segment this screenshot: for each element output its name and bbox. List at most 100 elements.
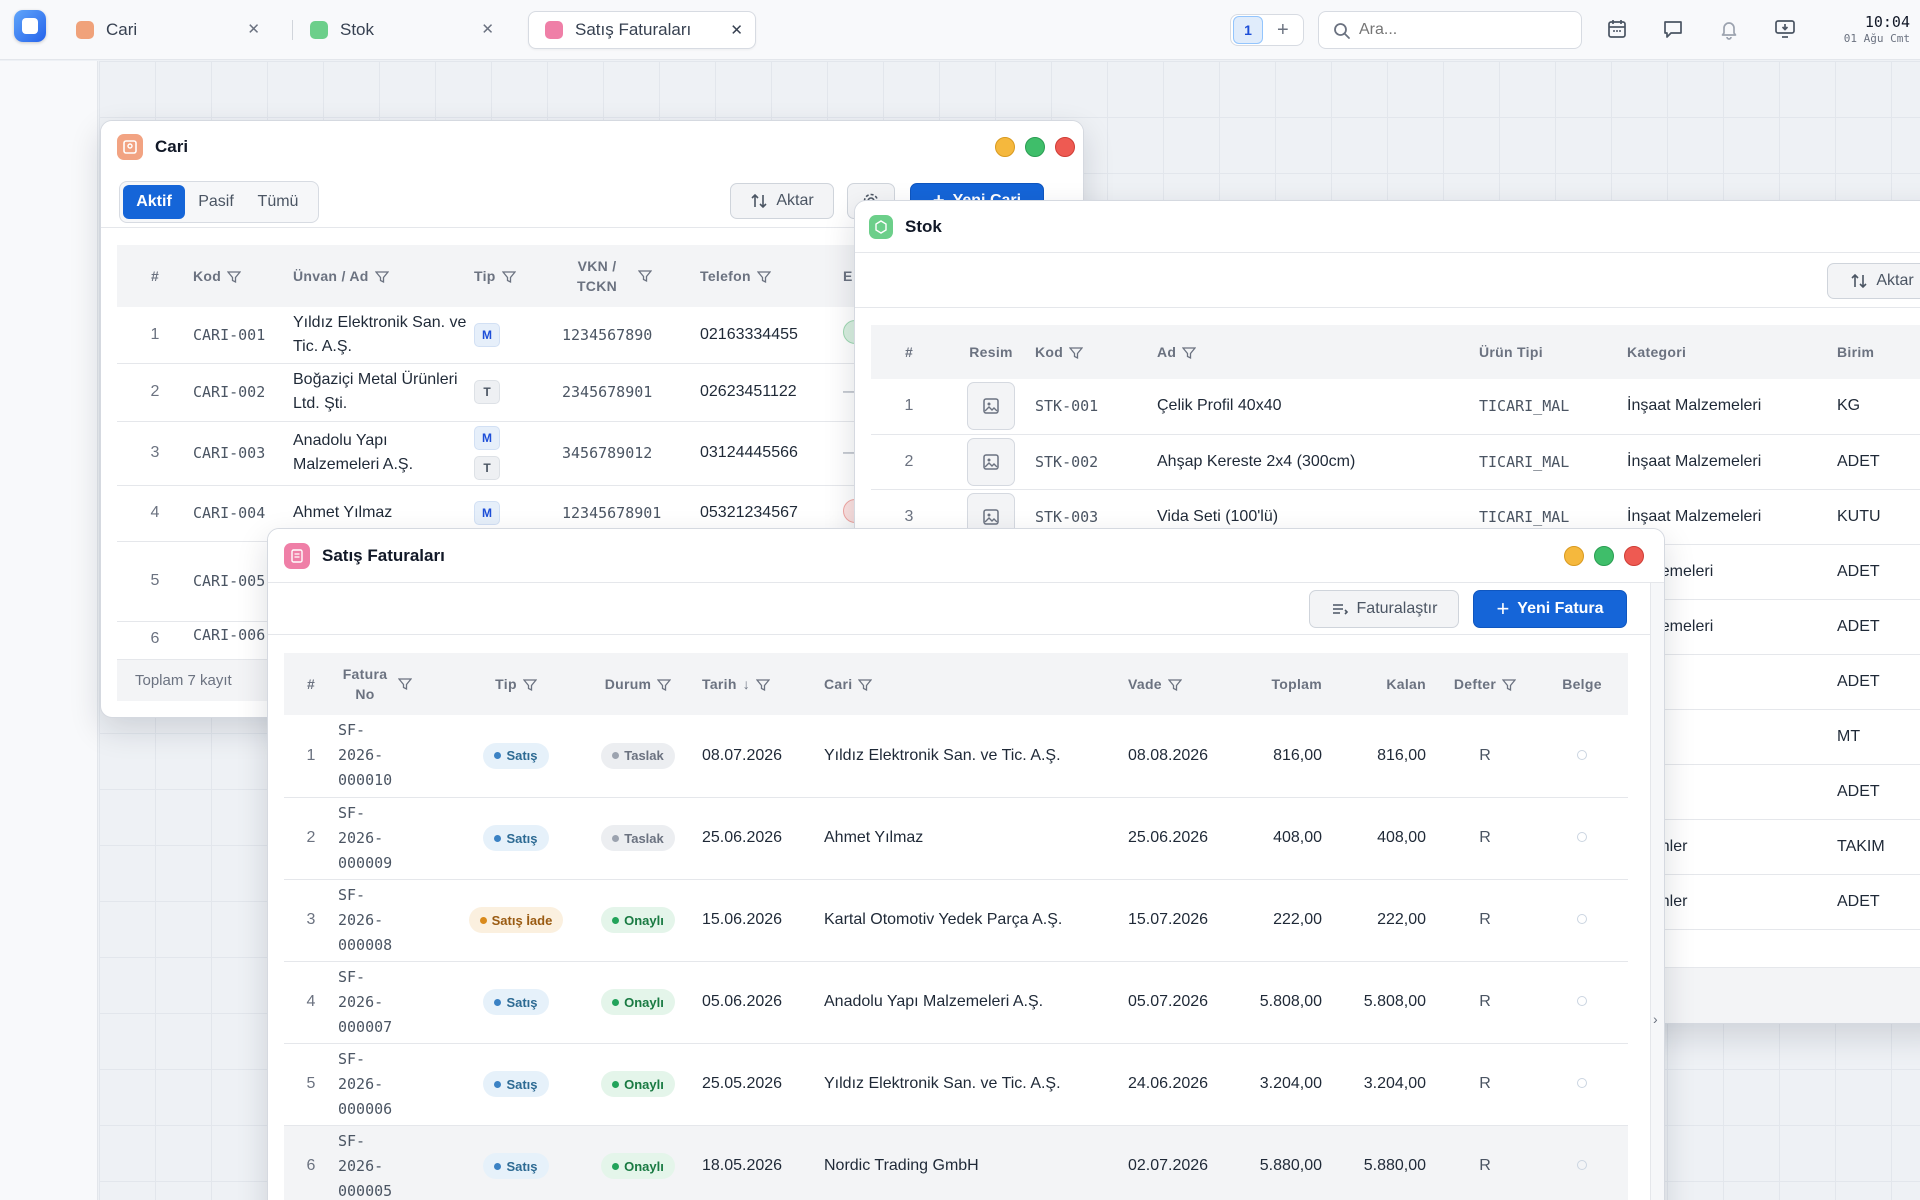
window-header[interactable]: Satış Faturaları xyxy=(268,529,1664,583)
new-fatura-button[interactable]: + Yeni Fatura xyxy=(1473,590,1627,628)
close-icon[interactable]: ✕ xyxy=(247,21,260,38)
maximize-button[interactable] xyxy=(1594,546,1614,566)
calendar-icon[interactable] xyxy=(1606,18,1628,40)
sidebar xyxy=(0,61,98,1200)
col-tip[interactable]: Tip xyxy=(474,245,562,307)
col-vade[interactable]: Vade xyxy=(1120,653,1234,715)
fatura-belge[interactable] xyxy=(1536,961,1628,1044)
col-fatura-no[interactable]: Fatura No xyxy=(338,653,450,715)
fatura-no: SF-2026-000010 xyxy=(338,715,450,798)
divider xyxy=(101,227,1083,228)
col-tarih[interactable]: Tarih ↓ xyxy=(694,653,816,715)
export-button[interactable]: Aktar xyxy=(730,183,834,219)
filter-pasif[interactable]: Pasif xyxy=(198,193,234,210)
side-panel-toggle[interactable]: › xyxy=(1650,583,1664,1200)
col-defter[interactable]: Defter xyxy=(1434,653,1536,715)
document-status-icon[interactable] xyxy=(1577,832,1587,842)
table-row[interactable]: 6 SF-2026-000005 Satış Onaylı 18.05.2026 Nord… xyxy=(284,1125,1628,1200)
search-input[interactable] xyxy=(1359,21,1559,39)
col-unvan[interactable]: Ünvan / Ad xyxy=(293,245,474,307)
col-telefon[interactable]: Telefon xyxy=(700,245,843,307)
document-status-icon[interactable] xyxy=(1577,1160,1587,1170)
chat-icon[interactable] xyxy=(1662,18,1684,40)
col-kategori[interactable]: Kategori xyxy=(1627,325,1837,379)
fatura-cari: Nordic Trading GmbH xyxy=(816,1125,1120,1200)
filter-icon xyxy=(1069,347,1084,360)
table-row[interactable]: 1 SF-2026-000010 Satış Taslak 08.07.2026 Yıld… xyxy=(284,715,1628,798)
faturalastir-button[interactable]: Faturalaştır xyxy=(1309,590,1459,628)
filter-icon xyxy=(398,678,412,691)
window-header[interactable]: Stok xyxy=(855,201,1920,253)
table-row[interactable]: 2 STK-002 Ahşap Kereste 2x4 (300cm) TICARI_… xyxy=(871,434,1920,490)
chevron-right-icon[interactable]: › xyxy=(1653,1011,1658,1027)
table-row[interactable]: 4 SF-2026-000007 Satış Onaylı 05.06.2026 Anad… xyxy=(284,961,1628,1044)
fatura-belge[interactable] xyxy=(1536,1043,1628,1126)
app-logo[interactable] xyxy=(14,10,46,42)
table-row[interactable]: 3 SF-2026-000008 Satış İade Onaylı 15.06.202… xyxy=(284,879,1628,962)
col-vkn[interactable]: VKN / TCKN xyxy=(562,245,700,307)
close-button[interactable] xyxy=(1055,137,1075,157)
maximize-button[interactable] xyxy=(1025,137,1045,157)
col-birim[interactable]: Birim xyxy=(1837,325,1920,379)
col-tip[interactable]: Tip xyxy=(450,653,582,715)
table-header: # Fatura No Tip Durum Tarih ↓ Cari Vade T… xyxy=(284,653,1628,715)
stok-urun-tipi: TICARI_MAL xyxy=(1479,434,1627,490)
minimize-button[interactable] xyxy=(995,137,1015,157)
document-status-icon[interactable] xyxy=(1577,1078,1587,1088)
document-status-icon[interactable] xyxy=(1577,749,1587,760)
close-icon[interactable]: ✕ xyxy=(730,22,743,39)
window-title: Satış Faturaları xyxy=(322,545,445,565)
fatura-vade: 25.06.2026 xyxy=(1120,797,1234,880)
row-no: 1 xyxy=(871,379,947,435)
col-no: # xyxy=(871,325,947,379)
clock: 10:04 01 Ağu Cmt xyxy=(1820,13,1910,45)
col-kod[interactable]: Kod xyxy=(193,245,293,307)
col-urun-tipi[interactable]: Ürün Tipi xyxy=(1479,325,1627,379)
col-kod[interactable]: Kod xyxy=(1035,325,1157,379)
table-row[interactable]: 1 STK-001 Çelik Profil 40x40 TICARI_MAL İnşa… xyxy=(871,379,1920,435)
bell-icon[interactable] xyxy=(1718,18,1740,40)
tab-satis-faturalari[interactable]: Satış Faturaları ✕ xyxy=(528,11,756,49)
col-cari[interactable]: Cari xyxy=(816,653,1120,715)
window-title: Cari xyxy=(155,137,189,156)
filter-icon xyxy=(1182,347,1197,360)
close-icon[interactable]: ✕ xyxy=(481,21,494,38)
close-button[interactable] xyxy=(1624,546,1644,566)
fatura-tip: Satış xyxy=(450,1043,582,1126)
workspace-switcher[interactable]: 1 + xyxy=(1230,14,1304,46)
tip-badge: Satış xyxy=(483,1071,549,1097)
col-belge[interactable]: Belge xyxy=(1536,653,1628,715)
image-placeholder-icon[interactable] xyxy=(967,382,1015,431)
filter-tumu[interactable]: Tümü xyxy=(257,193,299,210)
status-filter: Aktif Pasif Tümü xyxy=(119,181,319,223)
fatura-window-icon xyxy=(284,542,310,569)
fatura-belge[interactable] xyxy=(1536,797,1628,880)
document-status-icon[interactable] xyxy=(1577,914,1587,924)
tab-cari[interactable]: Cari ✕ xyxy=(62,11,272,49)
col-ad[interactable]: Ad xyxy=(1157,325,1479,379)
workspace-count[interactable]: 1 xyxy=(1233,16,1263,44)
monitor-download-icon[interactable] xyxy=(1774,18,1796,40)
fatura-belge[interactable] xyxy=(1536,1125,1628,1200)
fatura-vade: 05.07.2026 xyxy=(1120,961,1234,1044)
filter-icon xyxy=(501,271,516,284)
col-toplam[interactable]: Toplam xyxy=(1234,653,1330,715)
export-button[interactable]: Aktar xyxy=(1827,263,1920,299)
stok-birim: ADET xyxy=(1837,764,1920,820)
image-placeholder-icon[interactable] xyxy=(967,437,1015,486)
fatura-belge[interactable] xyxy=(1536,879,1628,962)
window-header[interactable]: Cari xyxy=(101,121,1083,173)
col-kalan[interactable]: Kalan xyxy=(1330,653,1434,715)
minimize-button[interactable] xyxy=(1564,546,1584,566)
col-durum[interactable]: Durum xyxy=(582,653,694,715)
search-box[interactable] xyxy=(1318,11,1582,49)
fatura-belge[interactable] xyxy=(1536,715,1628,798)
table-row[interactable]: 2 SF-2026-000009 Satış Taslak 25.06.2026 Ahme… xyxy=(284,797,1628,880)
stok-birim: ADET xyxy=(1837,544,1920,600)
tab-stok[interactable]: Stok ✕ xyxy=(296,11,506,49)
filter-aktif[interactable]: Aktif xyxy=(123,185,185,219)
document-status-icon[interactable] xyxy=(1577,996,1587,1006)
table-row[interactable]: 5 SF-2026-000006 Satış Onaylı 25.05.2026 Yıld… xyxy=(284,1043,1628,1126)
stok-birim: ADET xyxy=(1837,434,1920,490)
add-workspace-button[interactable]: + xyxy=(1277,18,1289,41)
